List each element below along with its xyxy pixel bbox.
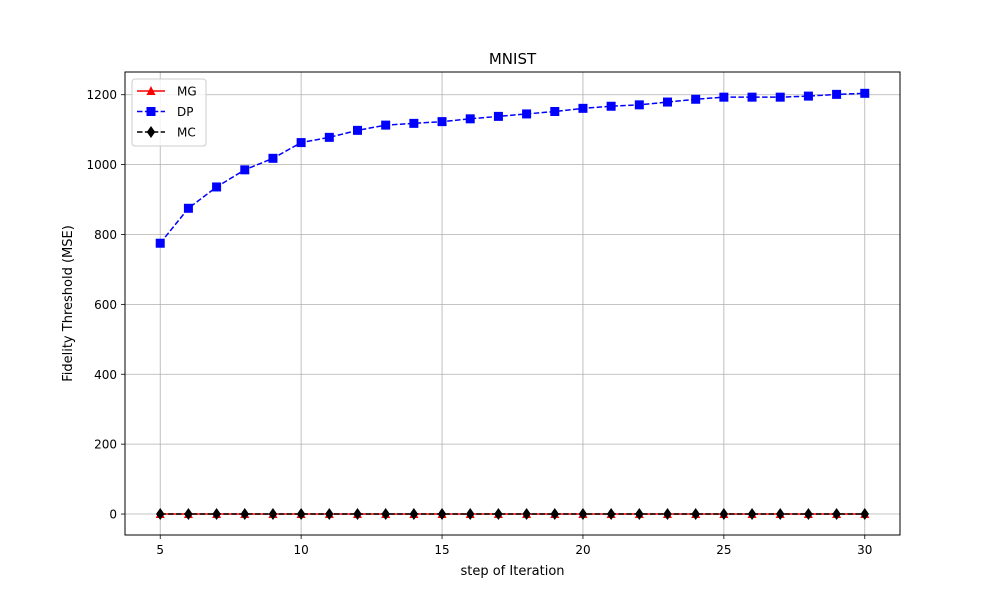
series-mc bbox=[156, 508, 869, 521]
legend-marker-mc bbox=[146, 126, 156, 138]
y-tick-label: 600 bbox=[94, 298, 117, 312]
data-point-mc bbox=[635, 508, 644, 521]
series-dp bbox=[155, 88, 870, 248]
y-tick-label: 800 bbox=[94, 228, 117, 242]
y-tick-label: 200 bbox=[94, 438, 117, 452]
data-point-mc bbox=[466, 508, 475, 521]
plot-area-background bbox=[125, 72, 900, 535]
data-point-mc bbox=[747, 508, 757, 521]
legend-marker-dp bbox=[146, 107, 156, 116]
x-tick-label: 20 bbox=[575, 543, 590, 557]
data-point-mc bbox=[240, 508, 249, 521]
data-point-mc bbox=[437, 508, 447, 521]
data-point-dp bbox=[606, 101, 616, 111]
data-point-mc bbox=[663, 508, 672, 521]
data-point-dp bbox=[437, 117, 447, 127]
data-point-dp bbox=[719, 92, 729, 102]
y-tick-label: 0 bbox=[109, 508, 117, 522]
y-axis: 0 200 400 600 800 1000 1200 bbox=[86, 88, 125, 522]
data-point-dp bbox=[522, 109, 532, 119]
data-point-mc bbox=[409, 508, 419, 521]
data-point-dp bbox=[155, 238, 165, 248]
data-point-dp bbox=[860, 88, 870, 98]
data-point-dp bbox=[775, 92, 785, 102]
data-point-mc bbox=[325, 508, 334, 521]
data-point-mc bbox=[268, 508, 278, 521]
data-point-mc bbox=[381, 508, 390, 521]
chart-title: MNIST bbox=[489, 50, 537, 68]
data-point-dp bbox=[634, 100, 644, 110]
legend: MG DP MC bbox=[131, 78, 207, 147]
legend-label-mg: MG bbox=[177, 85, 197, 99]
y-tick-label: 400 bbox=[94, 368, 117, 382]
data-point-dp bbox=[183, 203, 193, 213]
x-axis-label: step of Iteration bbox=[460, 564, 564, 579]
data-point-dp bbox=[381, 120, 391, 130]
y-tick-label: 1000 bbox=[86, 158, 117, 172]
legend-entry-dp: DP bbox=[137, 105, 193, 119]
legend-entry-mg: MG bbox=[137, 85, 197, 99]
data-point-mc bbox=[804, 508, 813, 521]
plot-area-frame bbox=[124, 71, 901, 536]
x-tick-label: 10 bbox=[293, 543, 308, 557]
x-tick-label: 25 bbox=[716, 543, 731, 557]
data-point-mc bbox=[522, 508, 531, 521]
data-point-mc bbox=[156, 508, 165, 521]
data-point-dp bbox=[353, 125, 362, 135]
data-point-mc bbox=[296, 508, 306, 521]
data-point-mc bbox=[184, 508, 193, 521]
y-tick-label: 1200 bbox=[86, 88, 117, 102]
data-point-dp bbox=[493, 111, 503, 121]
data-point-mc bbox=[776, 508, 785, 521]
data-point-dp bbox=[550, 106, 560, 116]
data-point-mc bbox=[719, 508, 729, 521]
data-point-mc bbox=[606, 508, 616, 521]
data-point-mc bbox=[212, 508, 221, 521]
legend-label-dp: DP bbox=[177, 105, 193, 119]
data-point-dp bbox=[663, 97, 672, 107]
legend-entry-mc: MC bbox=[137, 126, 196, 140]
data-point-dp bbox=[212, 182, 222, 192]
data-point-dp bbox=[465, 114, 475, 124]
data-point-dp bbox=[803, 91, 813, 101]
series-line-dp bbox=[159, 92, 865, 244]
data-point-mc bbox=[550, 508, 559, 521]
data-point-mc bbox=[578, 508, 588, 521]
data-point-dp bbox=[747, 92, 757, 102]
legend-entries: MG DP MC bbox=[137, 85, 197, 140]
x-tick-label: 5 bbox=[156, 543, 164, 557]
data-point-mc bbox=[353, 508, 362, 521]
data-point-dp bbox=[578, 103, 588, 113]
x-axis: 5 10 15 20 25 30 bbox=[156, 535, 872, 557]
data-point-mc bbox=[832, 508, 841, 521]
data-point-dp bbox=[268, 153, 278, 163]
series-layer bbox=[155, 88, 870, 521]
data-point-dp bbox=[832, 89, 842, 99]
data-point-mc bbox=[691, 508, 700, 521]
data-point-dp bbox=[296, 138, 306, 148]
x-tick-label: 30 bbox=[857, 543, 872, 557]
data-point-mc bbox=[494, 508, 503, 521]
legend-marker-mg bbox=[146, 86, 156, 95]
data-point-dp bbox=[409, 118, 419, 128]
y-axis-label: Fidelity Threshold (MSE) bbox=[61, 225, 76, 382]
data-point-mc bbox=[860, 508, 869, 521]
data-point-dp bbox=[691, 94, 701, 104]
data-point-dp bbox=[324, 132, 334, 142]
legend-label-mc: MC bbox=[177, 126, 196, 140]
data-point-dp bbox=[240, 165, 250, 175]
x-tick-label: 15 bbox=[434, 543, 449, 557]
